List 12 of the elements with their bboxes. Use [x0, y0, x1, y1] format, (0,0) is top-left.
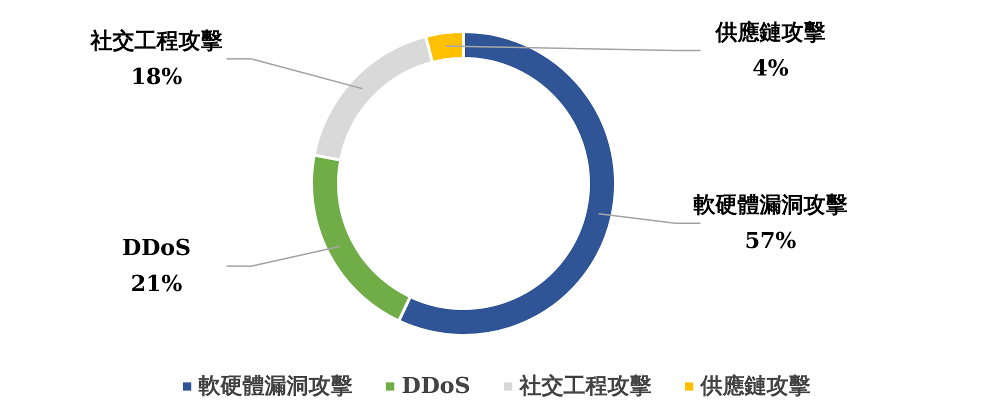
slice-label: 供應鏈攻擊 [714, 20, 826, 46]
legend-label: 軟硬體漏洞攻擊 [198, 372, 353, 401]
slice-label: 社交工程攻擊 [90, 28, 222, 54]
data-label: 21% [130, 271, 182, 298]
slice-label: DDoS [122, 235, 191, 262]
data-label: 4% [752, 56, 789, 82]
legend-label: 社交工程攻擊 [519, 372, 652, 401]
legend-label: DDoS [402, 373, 470, 399]
data-label: 18% [130, 64, 182, 90]
data-label: 57% [744, 228, 796, 254]
slice-label: 軟硬體漏洞攻擊 [694, 192, 848, 218]
legend-label: 供應鏈攻擊 [700, 372, 810, 401]
